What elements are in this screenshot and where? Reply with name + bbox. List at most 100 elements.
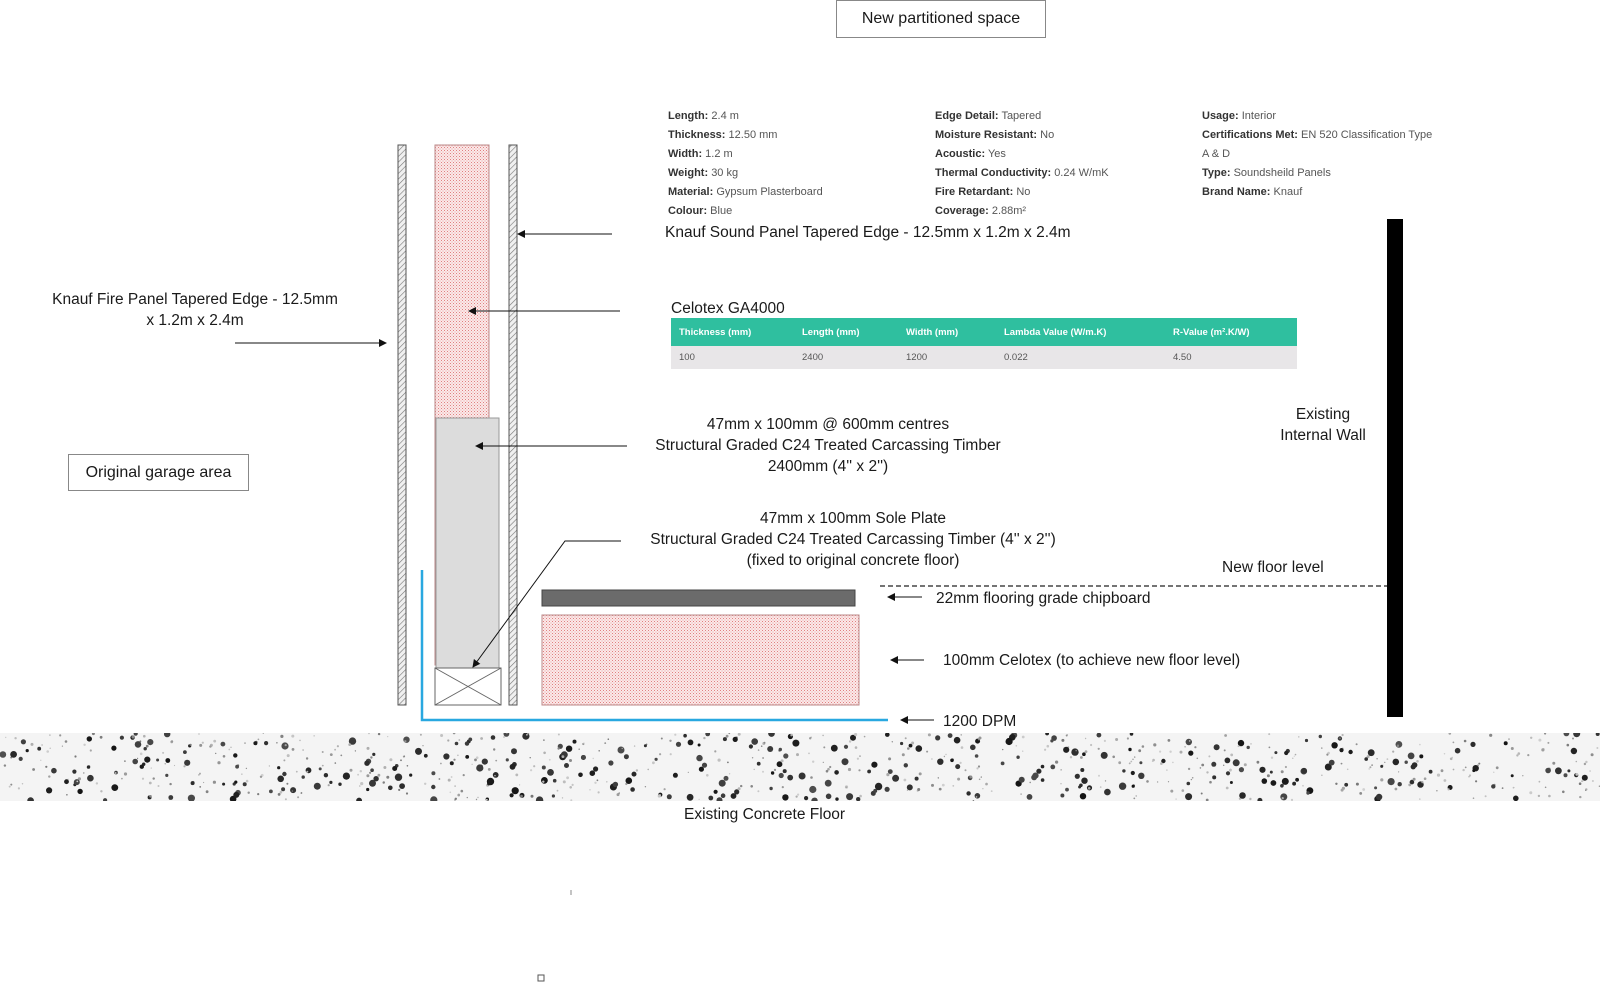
concrete-speck — [83, 743, 86, 746]
concrete-speck — [914, 776, 919, 781]
concrete-speck — [1132, 758, 1134, 761]
spec-row: Weight: 30 kg — [668, 167, 739, 179]
concrete-speck — [423, 753, 428, 758]
concrete-speck — [859, 755, 861, 757]
concrete-speck — [1493, 771, 1495, 773]
concrete-speck — [476, 764, 484, 772]
concrete-speck — [945, 753, 947, 756]
concrete-speck — [8, 785, 11, 788]
concrete-speck — [906, 784, 913, 791]
concrete-speck — [1367, 749, 1375, 757]
concrete-speck — [283, 759, 286, 762]
concrete-speck — [329, 780, 333, 784]
concrete-speck — [1118, 782, 1127, 790]
concrete-speck — [370, 768, 374, 772]
concrete-speck — [529, 757, 531, 759]
spec-row: Width: 1.2 m — [668, 148, 733, 160]
concrete-speck — [1495, 766, 1499, 770]
concrete-speck — [596, 779, 599, 782]
concrete-speck — [40, 759, 42, 761]
concrete-speck — [732, 736, 738, 742]
sole-plate-cross — [434, 667, 502, 706]
concrete-speck — [1443, 779, 1447, 782]
table-row: 100 2400 1200 0.022 4.50 — [671, 346, 1297, 369]
concrete-speck — [1243, 763, 1247, 767]
concrete-speck — [938, 787, 942, 791]
concrete-speck — [99, 735, 103, 739]
concrete-speck — [1318, 734, 1323, 739]
concrete-speck — [305, 757, 309, 760]
concrete-speck — [1230, 753, 1234, 757]
concrete-speck — [778, 747, 782, 752]
concrete-speck — [825, 769, 829, 773]
concrete-speck — [633, 745, 636, 747]
concrete-speck — [1051, 735, 1057, 741]
concrete-speck — [728, 773, 731, 775]
concrete-speck — [1060, 793, 1065, 798]
concrete-speck — [1161, 758, 1166, 764]
concrete-speck — [760, 745, 763, 747]
concrete-speck — [1186, 781, 1191, 786]
concrete-speck — [701, 762, 708, 768]
concrete-speck — [359, 770, 362, 773]
concrete-speck — [1341, 786, 1345, 790]
timber-line-3: 2400mm (4'' x 2'') — [767, 458, 889, 475]
concrete-speck — [152, 777, 155, 780]
chipboard-label: 22mm flooring grade chipboard — [936, 590, 1151, 607]
concrete-speck — [162, 751, 165, 754]
floor-celotex-insulation — [541, 614, 860, 706]
concrete-speck — [366, 787, 370, 792]
concrete-speck — [377, 773, 381, 777]
concrete-speck — [1196, 757, 1199, 760]
concrete-speck — [1284, 765, 1287, 769]
concrete-speck — [1419, 798, 1421, 800]
concrete-speck — [644, 786, 647, 788]
concrete-speck — [543, 751, 546, 755]
concrete-speck — [808, 752, 810, 755]
concrete-speck — [1187, 767, 1191, 771]
concrete-texture — [0, 730, 1600, 804]
concrete-speck — [593, 766, 599, 772]
concrete-speck — [520, 794, 523, 798]
concrete-speck — [481, 758, 488, 765]
table-header-row: Thickness (mm) Length (mm) Width (mm) La… — [671, 318, 1297, 346]
table-header: Lambda Value (W/m.K) — [996, 318, 1165, 346]
concrete-speck — [569, 759, 572, 762]
concrete-speck — [530, 769, 533, 772]
concrete-speck — [887, 769, 893, 774]
concrete-speck — [1153, 743, 1157, 747]
concrete-speck — [1175, 798, 1177, 800]
concrete-speck — [1181, 789, 1185, 792]
concrete-speck — [891, 741, 893, 743]
concrete-speck — [228, 748, 231, 751]
dpm-label: 1200 DPM — [943, 713, 1017, 730]
concrete-speck — [569, 786, 572, 789]
concrete-speck — [1407, 752, 1415, 760]
concrete-speck — [198, 733, 200, 735]
concrete-speck — [888, 757, 892, 761]
concrete-floor-label: Existing Concrete Floor — [684, 806, 846, 823]
concrete-speck — [1544, 786, 1547, 789]
concrete-speck — [625, 777, 633, 784]
concrete-speck — [49, 734, 51, 736]
concrete-speck — [795, 795, 798, 798]
concrete-speck — [1172, 761, 1174, 764]
concrete-speck — [452, 731, 456, 735]
concrete-speck — [556, 789, 559, 792]
concrete-speck — [612, 781, 619, 788]
concrete-speck — [1567, 769, 1571, 773]
concrete-speck — [903, 763, 908, 768]
concrete-speck — [25, 749, 29, 753]
concrete-speck — [562, 780, 566, 784]
sound-panel-board — [508, 144, 518, 706]
concrete-speck — [1581, 780, 1584, 782]
concrete-speck — [757, 790, 760, 793]
spec-row: Coverage: 2.88m² — [935, 205, 1027, 217]
concrete-speck — [515, 773, 519, 777]
concrete-speck — [10, 751, 17, 758]
concrete-speck — [718, 779, 726, 787]
concrete-speck — [976, 767, 979, 770]
concrete-speck — [30, 742, 34, 746]
concrete-speck — [1454, 747, 1461, 754]
concrete-speck — [647, 768, 649, 771]
